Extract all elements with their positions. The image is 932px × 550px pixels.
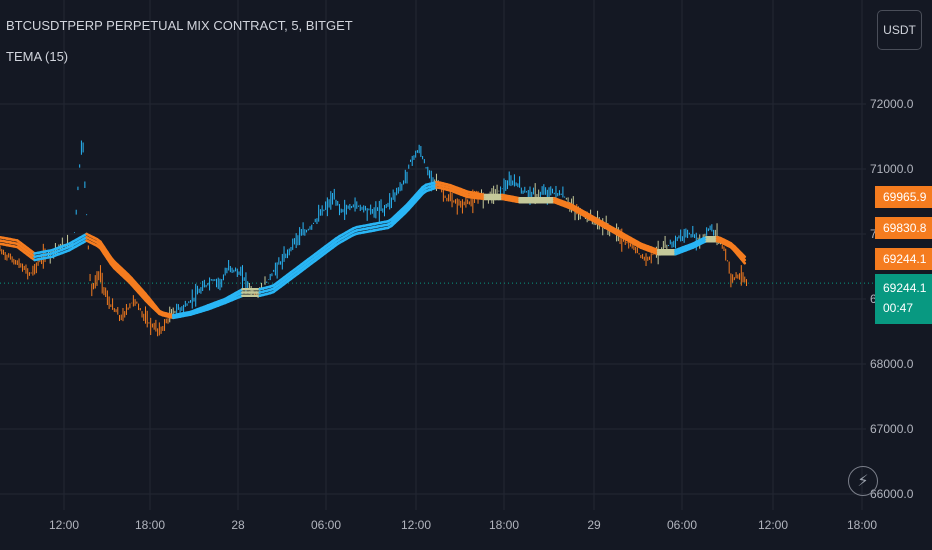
x-tick-label: 12:00: [758, 518, 788, 532]
y-tick-label: 68000.0: [870, 357, 914, 371]
x-tick-label: 12:00: [49, 518, 79, 532]
tema-mid-price-tag: 69830.8: [875, 217, 932, 239]
y-tick-label: 71000.0: [870, 162, 914, 176]
tema-fast-price-tag: 69965.9: [875, 186, 932, 208]
tema-slow-price-tag: 69244.1: [875, 248, 932, 270]
lightning-bolt-icon: ⚡︎: [857, 473, 869, 490]
x-tick-label: 18:00: [847, 518, 877, 532]
price-series: [0, 140, 747, 337]
bar-countdown: 00:47: [883, 301, 914, 315]
x-tick-label: 28: [231, 518, 245, 532]
x-tick-label: 06:00: [667, 518, 697, 532]
time-axis[interactable]: 12:00 18:00 28 06:00 12:00 18:00 29 06:00 12:00 1…: [49, 518, 877, 532]
x-tick-label: 06:00: [311, 518, 341, 532]
y-tick-label: 67000.0: [870, 422, 914, 436]
x-tick-label: 18:00: [489, 518, 519, 532]
replay-button[interactable]: ⚡︎: [848, 466, 878, 496]
tema-segment: [739, 254, 747, 262]
x-tick-label: 18:00: [135, 518, 165, 532]
x-tick-label: 12:00: [401, 518, 431, 532]
tema-series: [0, 180, 747, 320]
y-tick-label: 66000.0: [870, 487, 914, 501]
y-tick-label: 72000.0: [870, 97, 914, 111]
currency-button[interactable]: USDT: [877, 10, 922, 50]
symbol-title[interactable]: BTCUSDTPERP PERPETUAL MIX CONTRACT, 5, B…: [6, 18, 353, 33]
indicator-label[interactable]: TEMA (15): [6, 49, 69, 64]
tema-segment: [739, 257, 747, 265]
x-tick-label: 29: [587, 518, 601, 532]
last-price-value: 69244.1: [883, 281, 927, 295]
chart-grid: [0, 0, 866, 510]
tema-segment: [739, 251, 747, 259]
last-price-tag: 69244.1 00:47: [875, 274, 932, 324]
